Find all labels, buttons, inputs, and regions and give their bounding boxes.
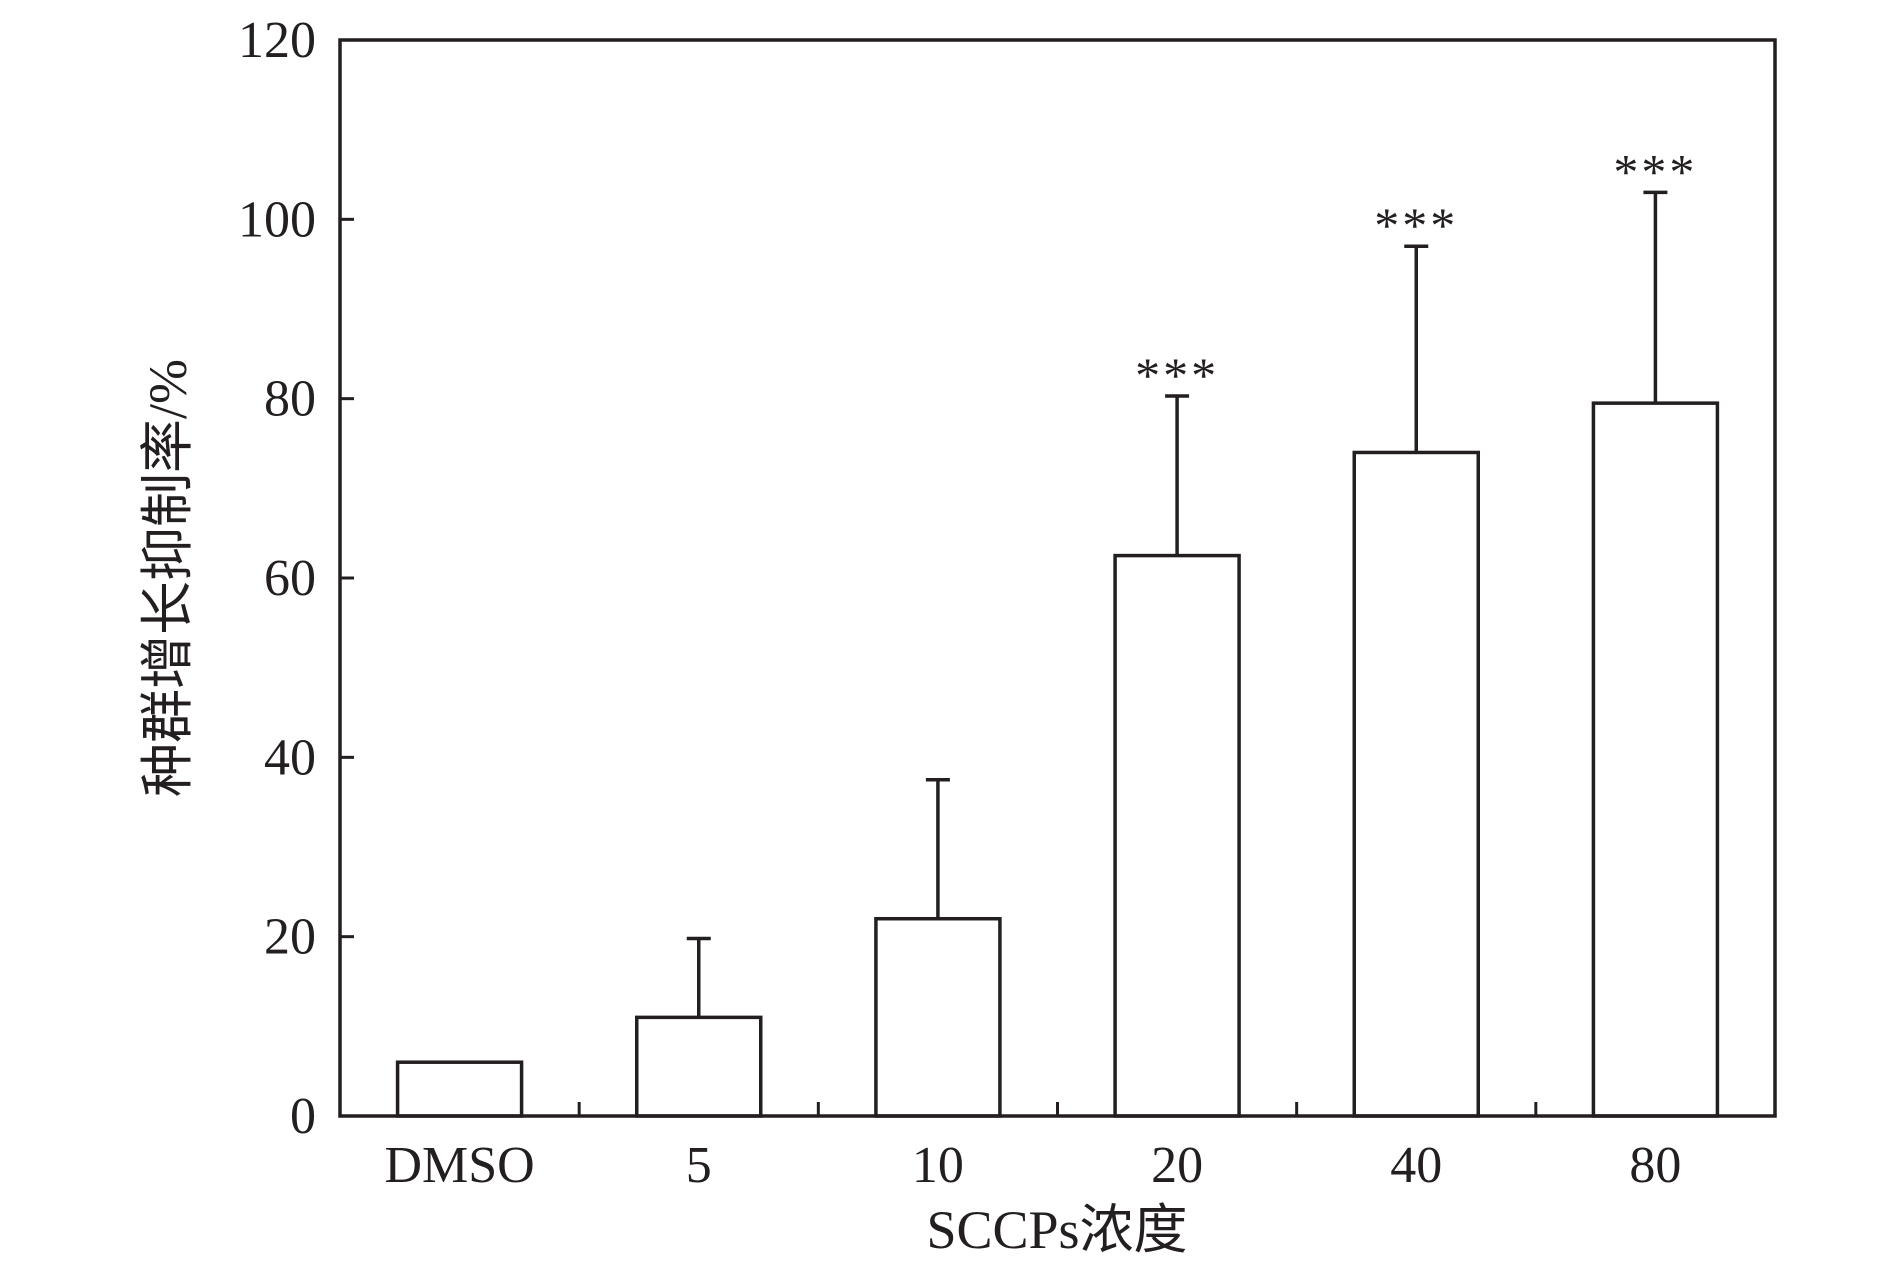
x-tick-label: DMSO <box>384 1137 534 1194</box>
bar <box>1352 450 1480 1118</box>
x-tick-label: 40 <box>1390 1137 1442 1194</box>
y-axis: 0 20 40 60 80 100 120 <box>238 12 354 1145</box>
x-tick-label: 80 <box>1629 1137 1681 1194</box>
bar <box>1113 553 1241 1118</box>
significance-label: *** <box>1135 347 1219 403</box>
y-axis-title: 种群增长抑制率/% <box>138 359 198 797</box>
significance-label: *** <box>1374 197 1458 253</box>
x-tick-label: 20 <box>1151 1137 1203 1194</box>
x-axis: DMSO 5 10 20 40 80 <box>384 1102 1681 1194</box>
bar <box>1591 401 1720 1118</box>
y-tick-label: 60 <box>264 550 316 607</box>
x-tick-label: 5 <box>686 1137 712 1194</box>
bar <box>635 1015 763 1118</box>
y-tick-label: 40 <box>264 729 316 786</box>
plot-frame <box>338 38 1777 1118</box>
significance-label: *** <box>1613 143 1697 199</box>
bars-layer <box>395 401 1720 1118</box>
x-axis-title: SCCPs浓度 <box>926 1200 1187 1260</box>
y-tick-label: 0 <box>290 1088 316 1145</box>
bar <box>874 916 1002 1118</box>
y-tick-label: 120 <box>238 12 316 69</box>
error-bars-layer <box>686 190 1668 1018</box>
y-tick-label: 80 <box>264 371 316 428</box>
x-tick-label: 10 <box>912 1137 964 1194</box>
significance-layer: *** *** *** <box>1135 143 1697 403</box>
bar <box>395 1060 524 1118</box>
y-tick-label: 20 <box>264 909 316 966</box>
y-tick-label: 100 <box>238 191 316 248</box>
